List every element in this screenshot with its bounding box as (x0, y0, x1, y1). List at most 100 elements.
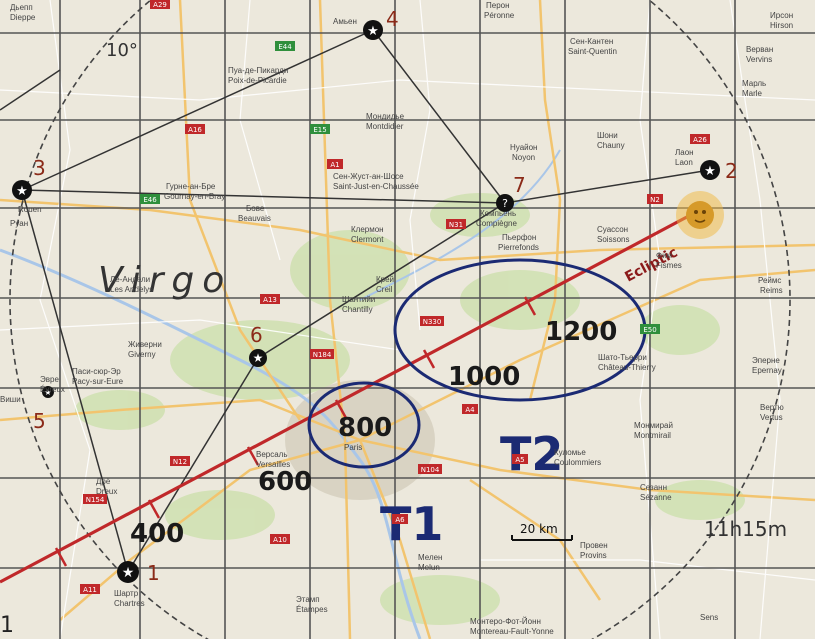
road-badge: A13 (263, 296, 277, 304)
star-1-icon[interactable]: ★ (117, 561, 139, 583)
river-seine (0, 248, 422, 639)
city-label: Руан (10, 219, 28, 228)
city-label: Montdidier (366, 122, 404, 131)
city-label: Паси-сюр-Эр (72, 367, 121, 376)
city-label: Hirson (770, 21, 793, 30)
city-label: Saint-Quentin (568, 47, 617, 56)
city-label: Фим (656, 251, 672, 260)
city-label: Péronne (484, 11, 515, 20)
city-label: Les Andelys (110, 285, 153, 294)
city-label: Chauny (597, 141, 625, 150)
star-4-icon[interactable]: ★ (363, 20, 383, 40)
city-label: Creil (376, 285, 393, 294)
distance-markers: 400 600 800 1000 1200 (130, 317, 617, 549)
svg-text:★: ★ (253, 351, 264, 365)
star-number: 6 (250, 323, 263, 347)
city-label: Сен-Жуст-ан-Шосе (333, 172, 404, 181)
svg-text:★: ★ (44, 388, 51, 397)
city-label: Крей (376, 275, 394, 284)
svg-text:★: ★ (122, 565, 135, 581)
city-label: Fismes (656, 261, 682, 270)
city-label: Reims (760, 286, 783, 295)
city-label: Шартр (114, 589, 139, 598)
city-label: Верван (746, 45, 773, 54)
field-of-view-circle (9, 0, 791, 639)
svg-text:★: ★ (16, 184, 28, 199)
city-label: Vervins (746, 55, 772, 64)
road-badge: A1 (330, 161, 339, 169)
city-label: Rouen (18, 205, 42, 214)
road-badge: E46 (143, 196, 157, 204)
road-badge: A29 (153, 1, 167, 9)
region-label-t1: T1 (380, 497, 443, 551)
star-6-icon[interactable]: ★ (249, 349, 267, 367)
city-labels: Дьепп Dieppe Амьен Перон Péronne Сен-Кан… (0, 1, 793, 636)
svg-text:★: ★ (704, 164, 716, 179)
city-label: Сен-Кантен (570, 37, 613, 46)
city-label: Château-Thierry (598, 363, 656, 372)
road-badge: A6 (395, 516, 405, 524)
star-2-icon[interactable]: ★ (700, 160, 720, 180)
star-7-icon[interactable]: ? (496, 194, 514, 212)
city-label: Амьен (333, 17, 357, 26)
city-label: Версаль (256, 450, 288, 459)
city-label: Шантийи (342, 295, 375, 304)
city-label: Marle (742, 89, 763, 98)
city-label: Saint-Just-en-Chaussée (333, 182, 419, 191)
ecliptic-ticks (54, 296, 537, 567)
scale-label: 20 km (520, 522, 558, 536)
road-badge: A10 (273, 536, 287, 544)
city-label: Клермон (351, 225, 384, 234)
road-badge: N12 (173, 458, 187, 466)
road-badge: A16 (188, 126, 202, 134)
city-label: Laon (675, 158, 693, 167)
city-label: Куломье (554, 448, 586, 457)
city-label: Epernay (752, 366, 782, 375)
road-badge: E15 (313, 126, 326, 134)
distance-marker: 1200 (545, 317, 617, 347)
svg-text:?: ? (502, 197, 508, 210)
distance-marker: 1000 (448, 362, 520, 392)
river-oise (359, 149, 561, 301)
city-label: Марль (742, 79, 766, 88)
city-label: Компьень (480, 209, 516, 218)
star-number: 5 (33, 409, 46, 433)
declination-label: 10° (106, 40, 138, 61)
paris-circle (307, 381, 421, 469)
city-label: Бове (246, 204, 265, 213)
road-badge: A26 (693, 136, 707, 144)
star-5-icon[interactable]: ★ (42, 386, 54, 398)
city-label: Paris (344, 443, 362, 452)
city-label: Sens (700, 613, 718, 622)
star-number: 1 (147, 561, 160, 585)
city-label: Гурне-ан-Бре (166, 182, 216, 191)
city-label: Clermont (351, 235, 384, 244)
road-badge: A5 (515, 456, 524, 464)
city-label: Coulommiers (554, 458, 601, 467)
star-3-icon[interactable]: ★ (12, 180, 32, 200)
city-label: Мондидье (366, 112, 405, 121)
city-label: Мелен (418, 553, 442, 562)
region-label-t2: T2 (500, 427, 563, 481)
city-label: Poix-de-Picardie (228, 76, 287, 85)
city-label: Pierrefonds (498, 243, 539, 252)
city-label: Монтеро-Фот-Йонн (470, 617, 541, 626)
city-label: Шони (597, 131, 618, 140)
city-label: Chantilly (342, 305, 373, 314)
right-ascension-label: 11h15m (704, 517, 787, 541)
city-label: Шато-Тьерри (598, 353, 647, 362)
city-label: Soissons (597, 235, 629, 244)
city-label: Лаон (675, 148, 694, 157)
distance-marker: 800 (338, 413, 392, 443)
city-label: Дрё (96, 477, 111, 486)
star-number: 7 (513, 173, 526, 197)
distance-marker: 400 (130, 519, 184, 549)
ecliptic-line (0, 208, 701, 584)
svg-text:★: ★ (367, 24, 379, 39)
star-number: 3 (33, 156, 46, 180)
constellation-label: Virgo (98, 260, 232, 301)
city-label: Évreux (40, 385, 65, 394)
